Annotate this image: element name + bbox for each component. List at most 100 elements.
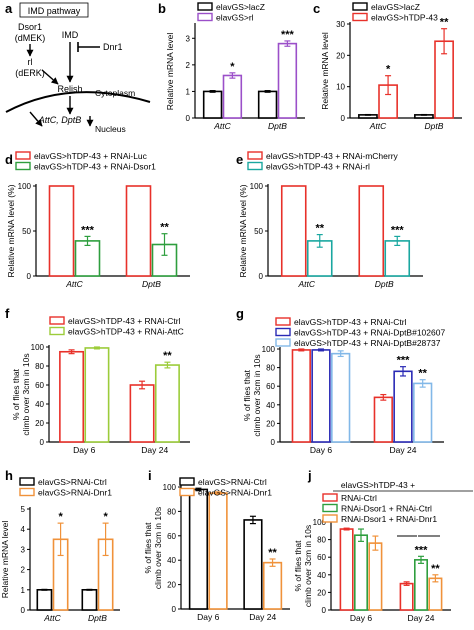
bar-i [243, 519, 263, 610]
legend-label-d: elavGS>hTDP-43 + RNAi-Dsor1 [34, 162, 156, 172]
bar-d [74, 240, 101, 277]
y-tick-label-g: 80 [266, 364, 275, 373]
significance-j: *** [415, 544, 429, 556]
y-label-line2-g: climb over 3cm in 10s [252, 354, 262, 436]
y-tick-label-j: 100 [313, 518, 327, 527]
significance-c: ** [440, 17, 449, 29]
significance-g: *** [397, 355, 411, 367]
chart-g: 0 20 40 60 80 100 % of flies that climb over 3c… [242, 317, 445, 455]
y-tick-label-h: 0 [21, 606, 26, 615]
y-tick-label-h: 5 [21, 505, 26, 514]
bar-f [129, 384, 155, 443]
legend-swatch-i [179, 487, 195, 497]
y-tick-label-h: 4 [21, 525, 26, 534]
legend-swatch-e [247, 151, 263, 160]
chart-b: 0 1 2 3 Relative mRNA level AttC * DptB *** elavG… [165, 2, 305, 131]
y-tick-label-f: 100 [31, 343, 45, 352]
bar-j [368, 542, 383, 611]
y-tick-label-f: 40 [35, 400, 44, 409]
y-tick-label-b: 1 [186, 87, 191, 96]
significance-h: * [58, 511, 63, 523]
y-tick-label-i: 60 [167, 532, 176, 541]
legend-swatch-e [247, 161, 263, 171]
legend-swatch-h [19, 487, 35, 497]
chart-f: 0 20 40 60 80 100 % of flies that climb over 3c… [11, 316, 190, 455]
x-category-g: Day 24 [390, 445, 417, 455]
panel-letter-c: c [313, 1, 320, 16]
significance-e: ** [315, 223, 324, 235]
x-category-e: AttC [297, 279, 315, 289]
bar-j [413, 559, 428, 611]
y-label-line2-j: climb over 3cm in 10s [303, 525, 313, 607]
legend-swatch-c [352, 2, 368, 11]
bar-d [48, 185, 75, 277]
node-targets: AttC, DptB [38, 115, 82, 125]
y-tick-label-i: 20 [167, 581, 176, 590]
legend-label-c: elavGS>lacZ [371, 2, 420, 12]
x-category-c: DptB [425, 121, 444, 131]
panel-letter-f: f [5, 306, 10, 321]
bar-f [154, 364, 180, 443]
bar-g [413, 382, 433, 443]
y-tick-label-i: 80 [167, 507, 176, 516]
y-tick-label-j: 40 [317, 571, 326, 580]
x-category-b: DptB [268, 121, 287, 131]
y-tick-label-c: 20 [336, 51, 345, 60]
bar-d [125, 185, 152, 277]
y-label-f: % of flies that [11, 368, 21, 420]
bar-i [188, 488, 209, 610]
significance-c: * [386, 64, 391, 76]
x-category-f: Day 24 [141, 445, 168, 455]
y-tick-label-b: 2 [186, 61, 191, 70]
legend-swatch-j [322, 503, 338, 513]
diagram-title: IMD pathway [28, 6, 81, 16]
legend-swatch-b [197, 12, 213, 22]
x-category-j: Day 6 [350, 613, 372, 623]
y-label-j: % of flies that [293, 540, 303, 592]
y-tick-label-h: 1 [21, 586, 26, 595]
y-label-e: Relative mRNA level (%) [238, 184, 248, 277]
x-category-h: DptB [88, 613, 107, 623]
legend-label-j: RNAi-Dsor1 + RNAi-Dnr1 [341, 514, 437, 524]
bar-e [280, 185, 307, 277]
y-tick-label-h: 3 [21, 545, 26, 554]
significance-j: ** [431, 563, 440, 575]
y-label-d: Relative mRNA level (%) [6, 184, 16, 277]
panel-letter-d: d [5, 152, 13, 167]
y-label-line2-i: climb over 3cm in 10s [153, 507, 163, 589]
y-tick-label-g: 20 [266, 419, 275, 428]
y-tick-label-j: 0 [322, 606, 327, 615]
legend-label-f: elavGS>hTDP-43 + RNAi-Ctrl [68, 316, 181, 326]
y-tick-label-h: 2 [21, 566, 26, 575]
panel-letter-i: i [148, 468, 152, 483]
y-tick-label-b: 3 [186, 34, 191, 43]
y-label-line2-f: climb over 3cm in 10s [21, 353, 31, 435]
significance-d: ** [160, 222, 169, 234]
bar-h [36, 588, 53, 611]
legend-label-j: RNAi-Ctrl [341, 493, 377, 503]
significance-i: ** [268, 547, 277, 559]
bar-g [331, 352, 351, 443]
legend-label-g: elavGS>hTDP-43 + RNAi-DptB#102607 [294, 328, 445, 338]
x-category-d: AttC [65, 279, 83, 289]
legend-label-i: elavGS>RNAi-Ctrl [198, 477, 267, 487]
panel-letter-j: j [307, 468, 312, 483]
y-label-c: Relative mRNA level [320, 32, 330, 110]
legend-label-f: elavGS>hTDP-43 + RNAi-AttC [68, 327, 184, 337]
legend-label-i: elavGS>RNAi-Dnr1 [198, 488, 272, 498]
bar-b [257, 90, 278, 119]
label-cytoplasm: Cytoplasm [95, 88, 135, 98]
y-label-b: Relative mRNA level [165, 33, 175, 111]
x-category-e: DptB [375, 279, 394, 289]
y-tick-label-e: 100 [250, 182, 264, 191]
bar-f [84, 347, 110, 443]
significance-e: *** [391, 224, 405, 236]
y-label-h: Relative mRNA level [0, 521, 10, 599]
y-tick-label-g: 60 [266, 382, 275, 391]
x-category-g: Day 6 [310, 445, 332, 455]
node-relish: Relish [57, 84, 82, 94]
y-tick-label-g: 100 [262, 345, 276, 354]
bar-b [222, 74, 243, 119]
